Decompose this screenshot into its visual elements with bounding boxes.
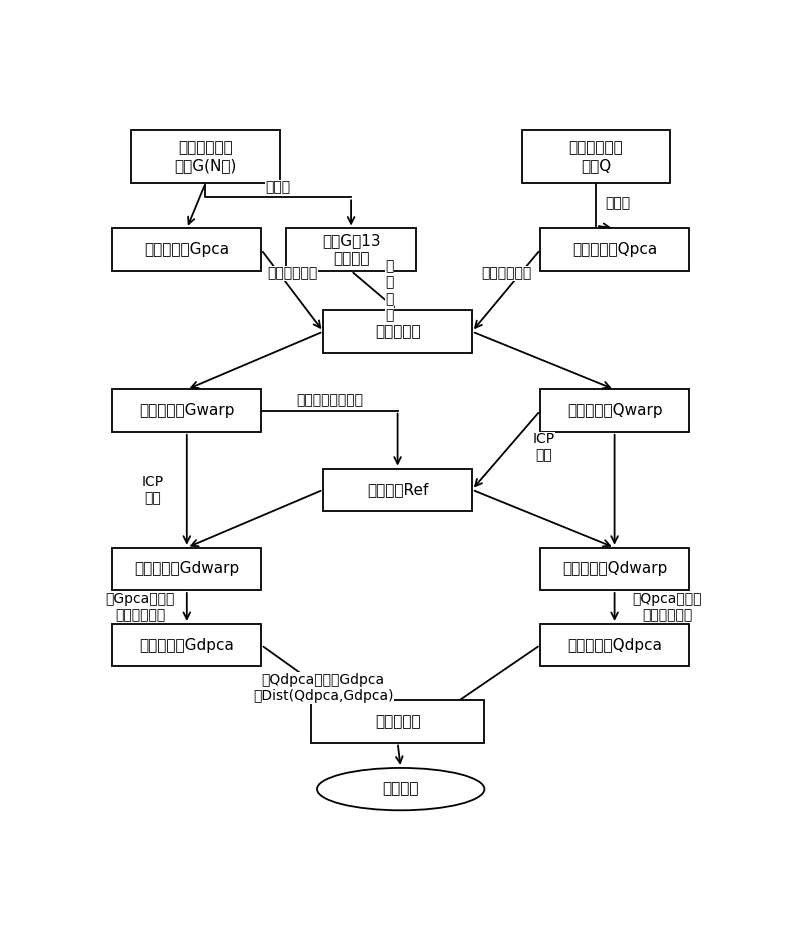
Text: 识别结果: 识别结果 [382,781,419,796]
Text: 测试人脸的Qwarp: 测试人脸的Qwarp [566,403,662,418]
Text: 求Qdpca与每个Gdpca
的Dist(Qdpca,Gdpca): 求Qdpca与每个Gdpca 的Dist(Qdpca,Gdpca) [253,673,394,703]
Text: 测试三维人脸
模型Q: 测试三维人脸 模型Q [569,140,623,173]
Text: 薄板样条形变: 薄板样条形变 [481,267,531,281]
Text: 平均标志点: 平均标志点 [374,324,421,339]
Bar [112,228,262,270]
Text: 库集人脸的Gwarp: 库集人脸的Gwarp [139,403,234,418]
Bar [286,228,416,270]
Text: 每个G的13
个标志点: 每个G的13 个标志点 [322,234,381,266]
Text: 在Qpca中寻找
对应序号的点: 在Qpca中寻找 对应序号的点 [633,592,702,622]
Bar [540,228,689,270]
Text: 最近邻分类: 最近邻分类 [374,714,421,729]
Text: 库集人脸的Gdwarp: 库集人脸的Gdwarp [134,562,239,577]
Text: ICP
匹配: ICP 匹配 [142,474,164,505]
Ellipse shape [317,768,485,810]
Text: 测试人脸的Qdwarp: 测试人脸的Qdwarp [562,562,667,577]
Bar [540,390,689,432]
Text: 库集人脸的Gdpca: 库集人脸的Gdpca [139,638,234,653]
Bar [112,390,262,432]
Bar [540,623,689,667]
Bar [131,130,280,183]
Text: 薄板样条形变: 薄板样条形变 [267,267,318,281]
Bar [323,311,472,353]
Text: 求
平
均
值: 求 平 均 值 [386,259,394,322]
Text: 在Gpca中寻找
对应序号的点: 在Gpca中寻找 对应序号的点 [106,592,175,622]
Text: 参考人脸Ref: 参考人脸Ref [367,483,428,498]
Bar [540,547,689,590]
Text: 预处理: 预处理 [605,196,630,210]
Text: ICP
匹配: ICP 匹配 [532,432,554,463]
Bar [112,547,262,590]
Text: 选取一张，并稀释: 选取一张，并稀释 [296,393,363,408]
Text: 预处理: 预处理 [266,180,291,194]
Text: 测试人脸的Qdpca: 测试人脸的Qdpca [567,638,662,653]
Text: 测试人脸的Qpca: 测试人脸的Qpca [572,242,658,257]
Bar [323,469,472,511]
Bar [112,623,262,667]
Bar [310,700,485,743]
Text: 库集三维人脸
模型G(N个): 库集三维人脸 模型G(N个) [174,140,237,173]
Bar [522,130,670,183]
Text: 库集人脸的Gpca: 库集人脸的Gpca [144,242,230,257]
